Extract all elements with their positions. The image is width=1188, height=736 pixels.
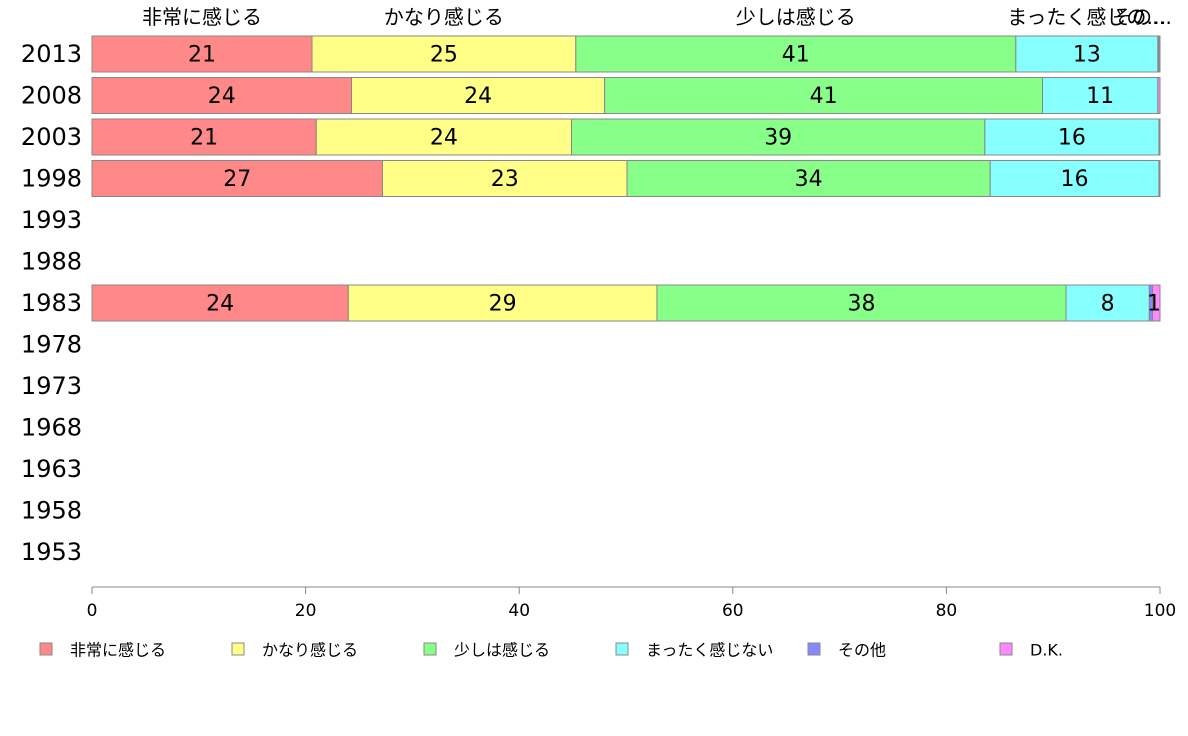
bar-row-1998: 27 23 34 16 xyxy=(91,160,1161,197)
bar-segment xyxy=(91,118,317,156)
legend-swatch xyxy=(615,642,629,656)
bar-value-label: 23 xyxy=(491,167,519,192)
bar-value-label: 16 xyxy=(1058,126,1086,151)
year-label: 1988 xyxy=(21,248,82,276)
year-label: 2003 xyxy=(21,123,82,151)
bar-value-label: 11 xyxy=(1086,84,1114,109)
bar-segment xyxy=(351,77,606,114)
bar-row-2003: 21 24 39 16 xyxy=(91,118,1161,156)
bar-segment xyxy=(1152,284,1161,322)
x-tick-label: 40 xyxy=(508,601,530,621)
legend-swatch xyxy=(39,642,53,656)
bar-value-label: 24 xyxy=(208,84,236,109)
bar-value-label: 39 xyxy=(764,126,792,151)
bar-value-label: 25 xyxy=(430,43,458,68)
bar-value-label: 24 xyxy=(430,126,458,151)
top-category-label: かなり感じる xyxy=(384,5,504,29)
bar-row-1983: 24 29 38 8 1 xyxy=(91,284,1161,322)
bar-value-label: 41 xyxy=(782,43,810,68)
bar-segment xyxy=(604,77,1044,114)
legend-item: D.K. xyxy=(999,641,1063,660)
year-label: 1958 xyxy=(21,497,82,525)
legend-swatch xyxy=(999,642,1013,656)
legend-label: 非常に感じる xyxy=(70,641,166,660)
bar-value-label: 8 xyxy=(1101,292,1115,317)
bar-value-label: 38 xyxy=(847,292,875,317)
year-label: 1978 xyxy=(21,331,82,359)
x-tick-label: 100 xyxy=(1144,601,1176,621)
year-label: 1968 xyxy=(21,414,82,442)
bar-value-label: 16 xyxy=(1061,167,1089,192)
top-category-label: その… xyxy=(1112,5,1172,29)
bar-segment xyxy=(1158,118,1161,156)
bar-value-label: 24 xyxy=(464,84,492,109)
bar-segment xyxy=(571,118,986,156)
bar-value-label: 29 xyxy=(489,292,517,317)
bar-segment xyxy=(91,77,353,114)
bar-segment xyxy=(91,284,349,322)
bar-segment xyxy=(1065,284,1150,322)
bar-value-label: 34 xyxy=(795,167,823,192)
x-tick-label: 60 xyxy=(722,601,744,621)
bar-row-2008: 24 24 41 11 xyxy=(91,77,1161,114)
legend: 非常に感じる かなり感じる 少しは感じる まったく感じない その他 D.K. xyxy=(39,641,1063,660)
legend-label: 少しは感じる xyxy=(454,641,550,660)
bar-value-label: 1 xyxy=(1147,292,1161,317)
year-axis-labels: 2013 2008 2003 1998 1993 1988 1983 1978 1973 1968… xyxy=(21,40,82,566)
legend-label: その他 xyxy=(838,641,886,660)
bar-value-label: 27 xyxy=(223,167,251,192)
legend-item: その他 xyxy=(807,641,886,660)
year-label: 2008 xyxy=(21,82,82,110)
bar-segment xyxy=(989,160,1160,197)
x-axis: 0 20 40 60 80 100 xyxy=(87,586,1176,621)
bar-segment xyxy=(1158,35,1161,73)
x-tick-label: 20 xyxy=(295,601,317,621)
x-tick-label: 80 xyxy=(936,601,958,621)
bar-segment xyxy=(1157,77,1161,114)
bar-value-label: 21 xyxy=(190,126,218,151)
legend-item: まったく感じない xyxy=(615,641,773,660)
bar-segment xyxy=(1158,160,1161,197)
top-category-label: 非常に感じる xyxy=(142,5,262,29)
legend-swatch xyxy=(807,642,821,656)
bar-segment xyxy=(315,118,573,156)
bar-value-label: 41 xyxy=(810,84,838,109)
legend-label: D.K. xyxy=(1030,641,1063,660)
bar-segment xyxy=(347,284,658,322)
year-label: 1998 xyxy=(21,165,82,193)
year-label: 1993 xyxy=(21,206,82,234)
top-labels: 非常に感じる かなり感じる 少しは感じる まったく感じの…その… xyxy=(142,5,1172,29)
legend-item: 非常に感じる xyxy=(39,641,166,660)
bar-segment xyxy=(311,35,577,73)
bar-segment xyxy=(381,160,628,197)
bar-segment xyxy=(984,118,1160,156)
legend-label: かなり感じる xyxy=(262,641,358,660)
year-label: 2013 xyxy=(21,40,82,68)
legend-label: まったく感じない xyxy=(646,641,773,660)
top-category-label: まったく感じの… xyxy=(1007,5,1166,29)
bar-segment xyxy=(1015,35,1159,73)
bar-segment xyxy=(91,35,313,73)
x-tick-label: 0 xyxy=(87,601,98,621)
legend-item: かなり感じる xyxy=(231,641,358,660)
legend-swatch xyxy=(231,642,245,656)
bar-value-label: 24 xyxy=(206,292,234,317)
legend-item: 少しは感じる xyxy=(423,641,550,660)
year-label: 1973 xyxy=(21,372,82,400)
bar-segment xyxy=(626,160,991,197)
bar-segment xyxy=(656,284,1067,322)
bar-segment xyxy=(1042,77,1159,114)
year-label: 1963 xyxy=(21,455,82,483)
legend-swatch xyxy=(423,642,437,656)
bar-value-label: 21 xyxy=(188,43,216,68)
bar-value-label: 13 xyxy=(1073,43,1101,68)
year-label: 1953 xyxy=(21,538,82,566)
top-category-label: 少しは感じる xyxy=(736,5,856,29)
bar-segment xyxy=(575,35,1017,73)
bar-row-2013: 21 25 41 13 xyxy=(91,35,1161,73)
year-label: 1983 xyxy=(21,289,82,317)
